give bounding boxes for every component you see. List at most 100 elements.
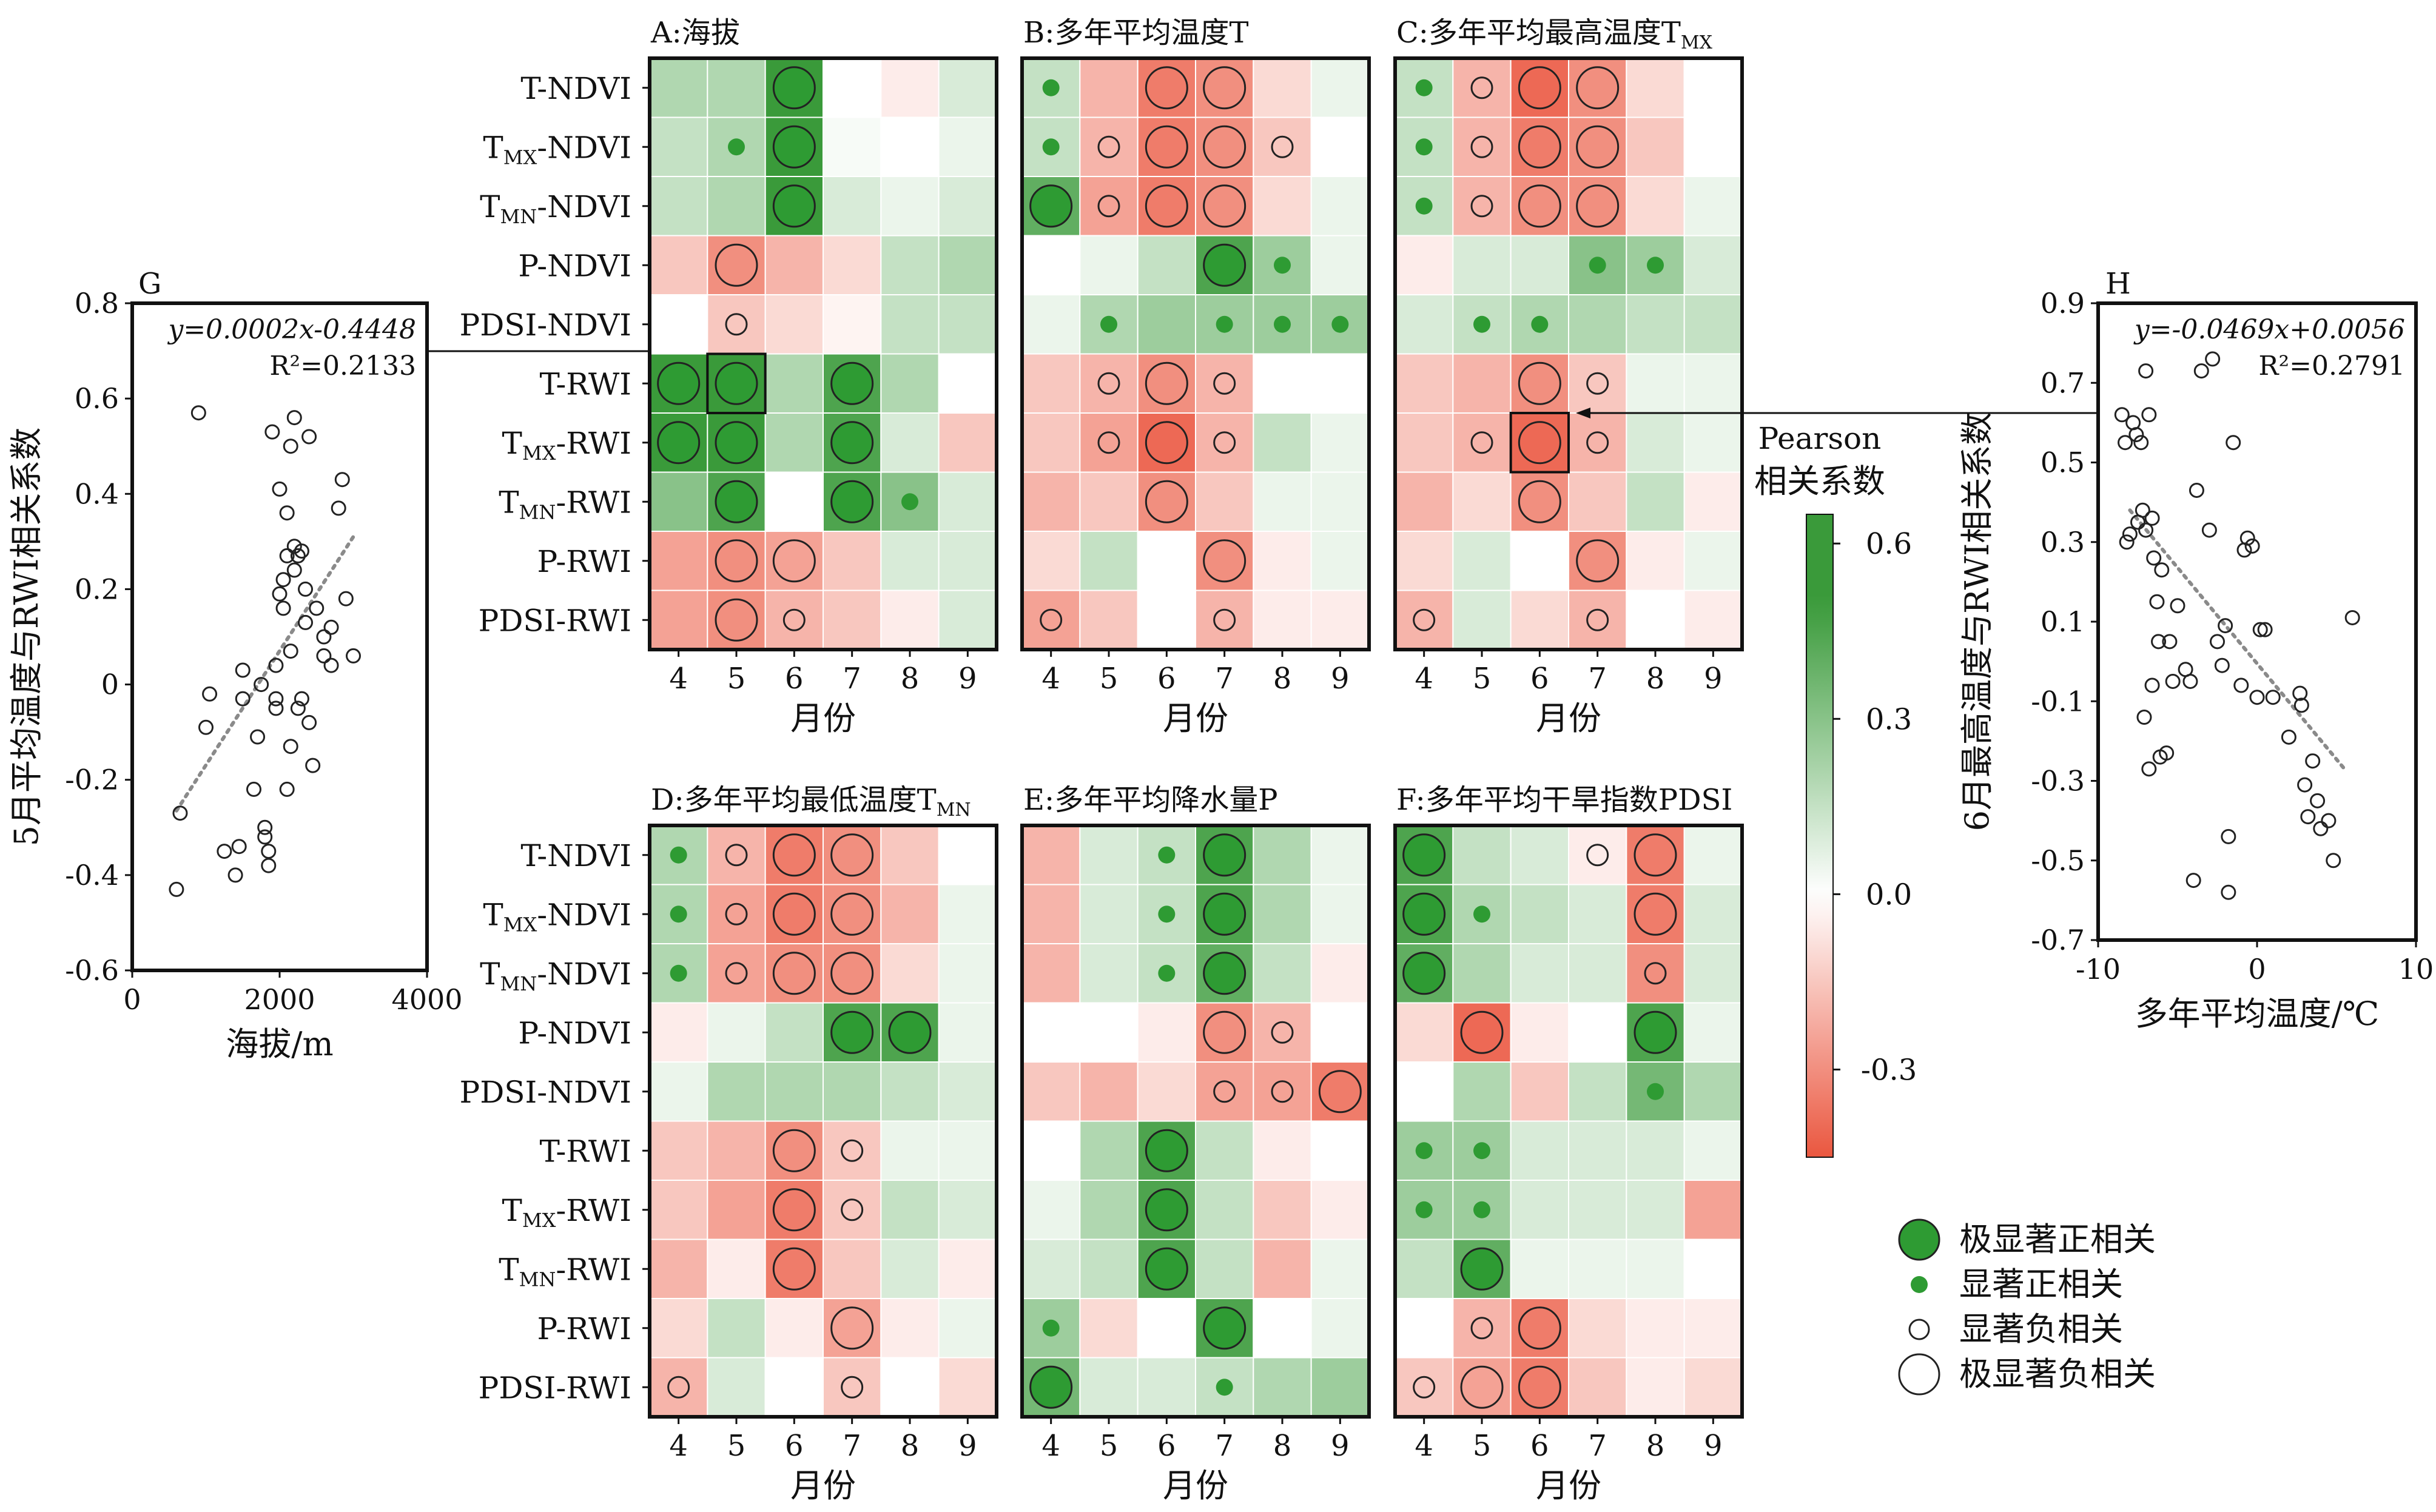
panel-title-text: B:多年平均温度T bbox=[1023, 16, 1248, 50]
sig-marker-very-positive bbox=[715, 361, 758, 405]
heatmap-cell bbox=[823, 531, 882, 591]
heatmap-cell bbox=[1452, 412, 1512, 473]
sig-marker-very-negative bbox=[830, 952, 874, 995]
sig-marker-very-negative bbox=[1145, 184, 1188, 228]
connector-arrowhead bbox=[1576, 408, 1590, 418]
heatmap-cell bbox=[823, 1357, 882, 1417]
heatmap-cell bbox=[1021, 1120, 1081, 1181]
scatter-point bbox=[2185, 873, 2201, 889]
heatmap-cell bbox=[1021, 1180, 1081, 1240]
heatmap-cell bbox=[1137, 590, 1196, 650]
scatter-point bbox=[305, 758, 321, 773]
sig-marker-very-negative bbox=[1518, 421, 1561, 465]
heatmap-cell bbox=[938, 531, 997, 591]
panel-title: A:海拔 bbox=[650, 16, 740, 50]
heatmap-cell bbox=[880, 1061, 940, 1122]
heatmap-cell bbox=[1253, 943, 1312, 1004]
scatter-point bbox=[323, 657, 339, 673]
heatmap-cell bbox=[764, 294, 824, 355]
heatmap-cell bbox=[1626, 531, 1685, 591]
x-axis-label: 月份 bbox=[1163, 699, 1228, 738]
sig-marker-very-negative bbox=[772, 539, 816, 583]
sig-marker-negative bbox=[841, 1139, 864, 1162]
sig-marker-very-negative bbox=[772, 1188, 816, 1232]
heatmap-cell bbox=[1568, 884, 1627, 944]
heatmap-cell bbox=[1683, 412, 1743, 473]
heatmap-cell bbox=[1568, 1298, 1627, 1359]
heatmap-cell bbox=[1079, 1120, 1139, 1181]
scatter-point bbox=[2141, 407, 2157, 423]
heatmap-cell bbox=[880, 1120, 940, 1181]
heatmap-cell bbox=[1195, 412, 1254, 473]
y-tick-label: 0.1 bbox=[2041, 605, 2085, 638]
sig-marker-positive bbox=[1415, 1201, 1433, 1218]
heatmap-cell bbox=[1021, 943, 1081, 1004]
heatmap-cell bbox=[764, 353, 824, 414]
scatter-point bbox=[316, 648, 332, 664]
sig-marker-positive bbox=[1042, 79, 1060, 96]
heatmap-panel-E: E:多年平均降水量P 4 5 6 7 8 9 月份 bbox=[1020, 783, 1371, 1505]
heatmap-cell bbox=[1626, 1357, 1685, 1417]
heatmap-cell bbox=[764, 590, 824, 650]
sig-marker-negative bbox=[1271, 1080, 1294, 1103]
heatmap-cell bbox=[1452, 531, 1512, 591]
heatmap-cell bbox=[1395, 471, 1454, 532]
heatmap-cell bbox=[880, 590, 940, 650]
sig-marker-very-negative bbox=[715, 539, 758, 583]
heatmap-cell bbox=[880, 294, 940, 355]
heatmap-cell bbox=[1310, 590, 1370, 650]
heatmap-cell bbox=[1310, 116, 1370, 177]
sig-marker-positive bbox=[1042, 138, 1060, 156]
sig-marker-positive bbox=[1100, 315, 1117, 333]
heatmap-cell bbox=[1079, 1180, 1139, 1240]
heatmap-cell bbox=[1683, 1180, 1743, 1240]
sig-marker-very-negative bbox=[1145, 480, 1188, 523]
month-tick-label: 9 bbox=[1704, 662, 1723, 696]
sig-marker-negative bbox=[1213, 1080, 1236, 1103]
sig-marker-very-positive bbox=[1460, 1247, 1504, 1291]
heatmap-cell bbox=[938, 1238, 997, 1299]
heatmap-cell bbox=[1195, 1061, 1254, 1122]
scatter-point bbox=[2214, 657, 2230, 673]
sig-marker-very-positive bbox=[1634, 1010, 1677, 1054]
scatter-point bbox=[2300, 809, 2316, 825]
heatmap-cell bbox=[707, 825, 766, 885]
heatmap-cell bbox=[1626, 590, 1685, 650]
scatter-point bbox=[2305, 753, 2321, 769]
sig-marker-negative bbox=[725, 844, 748, 867]
heatmap-cell bbox=[764, 235, 824, 295]
scatter-point bbox=[231, 839, 247, 855]
sig-marker-negative bbox=[1213, 372, 1236, 395]
heatmap-cell bbox=[1395, 1061, 1454, 1122]
heatmap-cell bbox=[1253, 1298, 1312, 1359]
scatter-point bbox=[202, 686, 218, 702]
scatter-point bbox=[268, 691, 284, 707]
scatter-point bbox=[2193, 363, 2209, 379]
heatmap-cell bbox=[1626, 176, 1685, 237]
sig-marker-negative bbox=[1040, 608, 1063, 631]
heatmap-cell bbox=[1568, 1120, 1627, 1181]
heatmap-cell bbox=[1626, 412, 1685, 473]
scatter-point bbox=[2313, 821, 2329, 836]
scatter-point bbox=[301, 429, 317, 445]
scatter-point bbox=[2144, 677, 2160, 693]
legend-negative-icon bbox=[1908, 1319, 1930, 1340]
heatmap-cell bbox=[1683, 353, 1743, 414]
heatmap-cell bbox=[1510, 1002, 1570, 1063]
scatter-x-axis-label: 海拔/m bbox=[226, 1025, 333, 1063]
legend-positive-icon bbox=[1911, 1276, 1928, 1293]
heatmap-cell bbox=[1683, 471, 1743, 532]
heatmap-cell bbox=[1310, 943, 1370, 1004]
row-label: TMX-NDVI bbox=[483, 897, 631, 936]
heatmap-cell bbox=[880, 58, 940, 118]
sig-marker-positive bbox=[1216, 315, 1233, 333]
sig-marker-negative bbox=[725, 313, 748, 336]
scatter-panel-label: H bbox=[2105, 267, 2131, 301]
heatmap-cell bbox=[938, 58, 997, 118]
heatmap-cell bbox=[1310, 471, 1370, 532]
month-tick-label: 9 bbox=[958, 662, 977, 696]
heatmap-cell bbox=[649, 1180, 708, 1240]
scatter-point bbox=[331, 500, 346, 516]
row-label: TMN-NDVI bbox=[480, 189, 631, 228]
heatmap-cell bbox=[1253, 531, 1312, 591]
